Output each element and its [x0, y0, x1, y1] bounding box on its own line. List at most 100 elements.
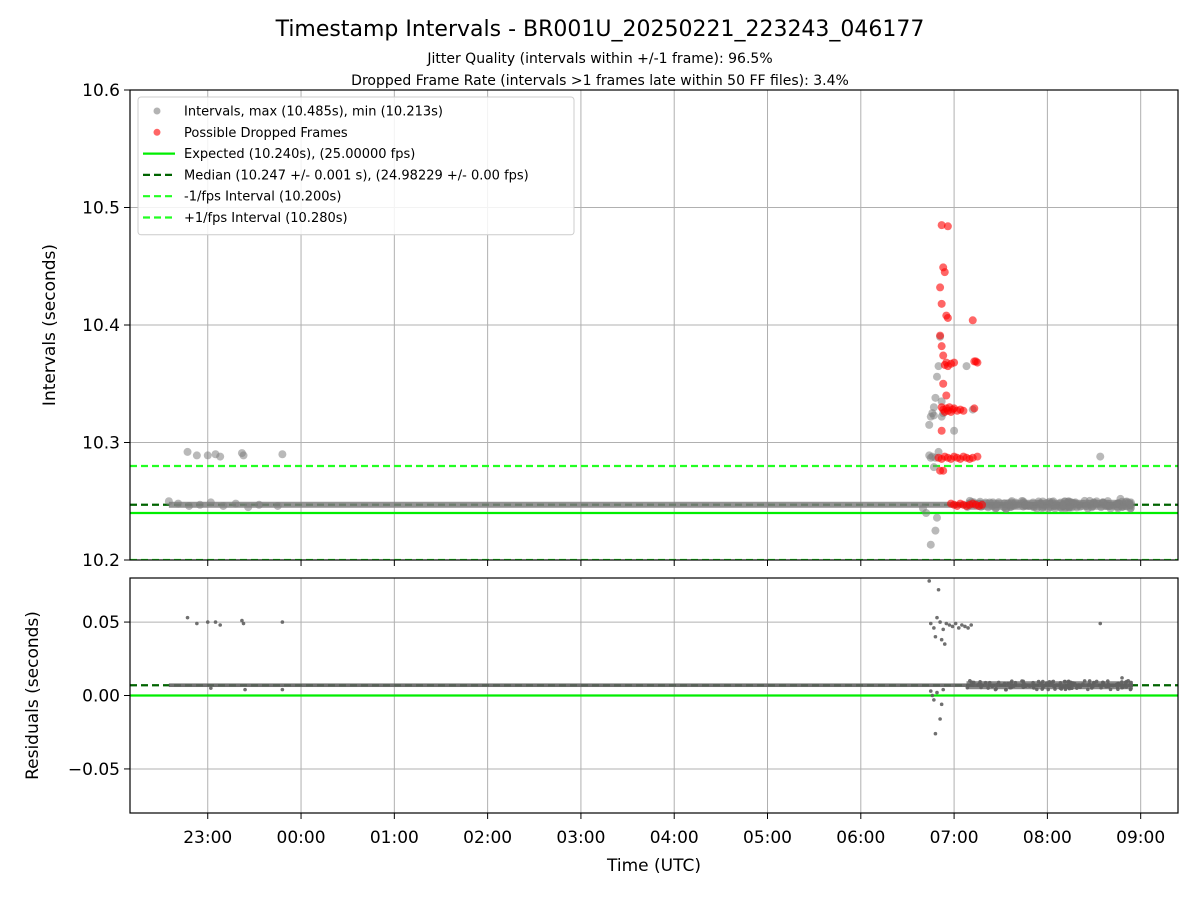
residuals-point: [1100, 680, 1105, 685]
residuals-point: [1128, 680, 1133, 685]
residuals-point: [1081, 682, 1085, 686]
residuals-point: [218, 623, 222, 627]
intervals-point: [929, 403, 938, 412]
intervals-point: [1082, 501, 1091, 510]
intervals-point: [932, 372, 941, 381]
intervals-point: [934, 362, 943, 371]
intervals-point: [978, 500, 987, 509]
residuals-point: [963, 624, 967, 629]
residuals-point: [1077, 683, 1081, 687]
residuals-point: [1010, 679, 1014, 683]
intervals-point: [203, 451, 212, 460]
residuals-point: [1086, 687, 1090, 692]
x-tick-label: 00:00: [277, 828, 326, 848]
legend-marker: [153, 107, 161, 115]
residuals-point: [1060, 685, 1065, 689]
residuals-point: [933, 731, 938, 736]
intervals-point: [931, 526, 940, 535]
legend-label: Median (10.247 +/- 0.001 s), (24.98229 +…: [184, 168, 529, 183]
intervals-point: [932, 513, 941, 522]
figure-subtitle-2: Dropped Frame Rate (intervals >1 frames …: [351, 73, 849, 89]
residuals-point: [1023, 683, 1028, 687]
residuals-point: [1094, 679, 1099, 684]
residuals-point: [1098, 621, 1103, 626]
x-tick-label: 01:00: [370, 828, 419, 848]
residuals-point: [1087, 682, 1092, 686]
intervals-point: [968, 316, 977, 325]
residuals-point: [941, 687, 946, 692]
legend-label: -1/fps Interval (10.200s): [184, 190, 341, 205]
residuals-point: [944, 621, 949, 626]
residuals-y-tick-label: 0.00: [82, 687, 120, 707]
residuals-point: [1003, 687, 1008, 692]
intervals-point: [937, 299, 946, 308]
intervals-point: [925, 420, 934, 429]
intervals-point: [216, 452, 225, 461]
residuals-panel: −0.05 0.00 0.05 Residuals (seconds) 23:00 00:…: [23, 577, 1179, 876]
residuals-point: [1006, 681, 1010, 686]
residuals-point: [1036, 679, 1041, 684]
legend-marker: [153, 128, 161, 136]
residuals-series-0: [168, 579, 1133, 736]
residuals-point: [240, 618, 244, 623]
residuals-point: [947, 623, 952, 627]
residuals-point: [935, 615, 939, 620]
intervals-point: [931, 393, 940, 402]
intervals-y-tick-label: 10.3: [82, 434, 120, 454]
residuals-point: [966, 626, 970, 630]
intervals-point: [926, 453, 935, 462]
intervals-point: [185, 501, 194, 510]
intervals-point: [1096, 452, 1105, 461]
intervals-point: [206, 498, 215, 507]
residuals-axes-frame: [129, 577, 1179, 814]
intervals-point: [929, 411, 938, 420]
legend-label: Possible Dropped Frames: [184, 126, 348, 141]
intervals-point: [999, 503, 1008, 512]
residuals-y-tick-label: −0.05: [68, 760, 120, 780]
residuals-y-tick-label: 0.05: [82, 613, 120, 633]
intervals-point: [950, 426, 959, 435]
intervals-y-tick-label: 10.2: [82, 551, 120, 571]
intervals-point: [1046, 503, 1055, 512]
figure-subtitle-1: Jitter Quality (intervals within +/-1 fr…: [426, 51, 772, 67]
intervals-point: [1071, 498, 1080, 507]
residuals-point: [965, 685, 970, 690]
residuals-point: [969, 623, 973, 627]
residuals-point: [195, 621, 199, 626]
intervals-point: [984, 503, 993, 512]
residuals-point: [939, 702, 944, 707]
residuals-data: [130, 579, 1178, 736]
residuals-point: [1032, 686, 1036, 690]
residuals-point: [933, 634, 938, 639]
residuals-point: [1091, 684, 1095, 689]
residuals-point: [936, 587, 941, 592]
intervals-point: [943, 313, 952, 322]
residuals-point: [983, 680, 988, 685]
residuals-point: [205, 620, 210, 624]
intervals-point: [940, 268, 949, 277]
intervals-point: [973, 452, 982, 461]
intervals-point: [1058, 500, 1067, 509]
residuals-point: [1058, 681, 1063, 685]
x-tick-label: 04:00: [650, 828, 699, 848]
residuals-point: [1035, 687, 1039, 692]
intervals-point: [973, 358, 982, 367]
intervals-point: [195, 500, 204, 509]
intervals-point: [937, 221, 946, 230]
intervals-series-0: [164, 332, 1136, 549]
residuals-point: [938, 717, 942, 721]
intervals-point: [937, 426, 946, 435]
legend-box: [137, 96, 575, 236]
intervals-panel: 10.2 10.3 10.4 10.5 10.6 Intervals (seconds) I…: [40, 81, 1179, 571]
residuals-point: [1044, 681, 1049, 685]
residuals-point: [1114, 682, 1119, 687]
residuals-point: [939, 637, 944, 642]
residuals-point: [928, 689, 933, 693]
residuals-point: [975, 683, 980, 687]
intervals-point: [1012, 500, 1021, 509]
residuals-point: [1105, 679, 1110, 683]
intervals-point: [183, 447, 192, 456]
residuals-point: [930, 693, 935, 698]
intervals-point: [164, 497, 173, 506]
